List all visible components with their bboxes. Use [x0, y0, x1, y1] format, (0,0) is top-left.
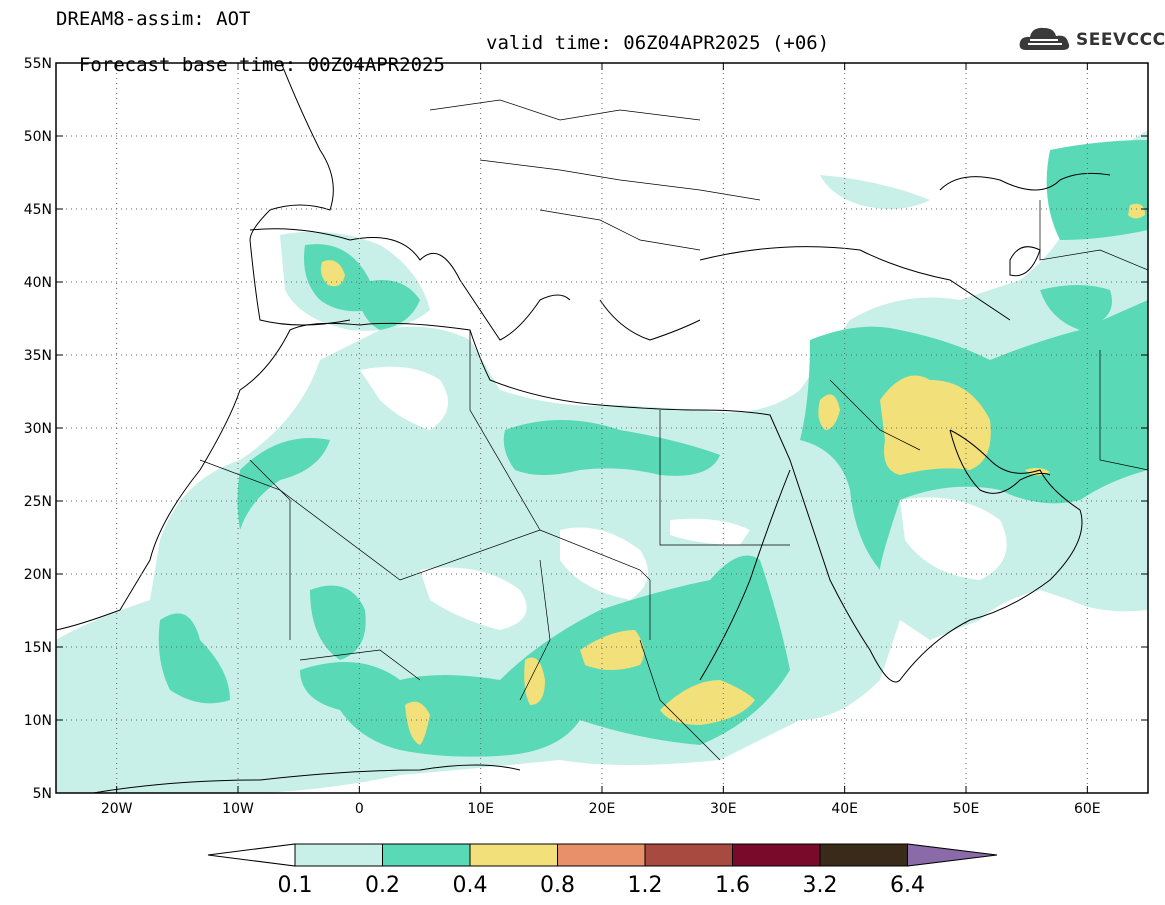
lat-label: 45N [24, 202, 52, 218]
cloud-icon [1019, 27, 1070, 50]
lat-label: 55N [24, 56, 52, 72]
lon-label: 20W [101, 801, 133, 817]
colorbar-segment [294, 843, 383, 867]
lat-label: 50N [24, 129, 52, 145]
lon-label: 10E [467, 801, 494, 817]
lat-label: 25N [24, 494, 52, 510]
lat-label: 15N [24, 640, 52, 656]
aot-level-0.2 [158, 140, 1148, 757]
colorbar: 0.1 0.2 0.4 0.8 1.2 1.6 3.2 6.4 [207, 843, 998, 898]
logo-text: SEEVCCC [1076, 30, 1165, 50]
lon-label: 20E [589, 801, 616, 817]
colorbar-label: 0.8 [540, 873, 575, 898]
colorbar-label: 0.2 [365, 873, 400, 898]
forecast-time-line: Forecast base time: 00Z04APR2025 valid t… [56, 32, 829, 98]
lat-label: 40N [24, 275, 52, 291]
colorbar-label: 6.4 [890, 873, 925, 898]
map-title: DREAM8-assim: AOT [56, 8, 251, 30]
lat-label: 30N [24, 421, 52, 437]
lon-label: 30E [710, 801, 737, 817]
seevccc-logo: SEEVCCC [1018, 22, 1165, 62]
colorbar-segment [382, 843, 471, 867]
colorbar-label: 1.6 [715, 873, 750, 898]
colorbar-label: 3.2 [803, 873, 838, 898]
aot-contours [56, 130, 1148, 793]
colorbar-segment [557, 843, 646, 867]
colorbar-label: 1.2 [628, 873, 663, 898]
colorbar-segment [207, 843, 296, 867]
axis-ticks [56, 62, 1148, 794]
colorbar-segment [907, 843, 998, 867]
colorbar-segment [732, 843, 821, 867]
lat-label: 35N [24, 348, 52, 364]
valid-time: valid time: 06Z04APR2025 (+06) [486, 32, 830, 54]
lon-label: 0 [355, 801, 364, 817]
aot-level-0.4 [320, 203, 1145, 745]
longitude-labels: 20W 10W 0 10E 20E 30E 40E 50E 60E [101, 801, 1101, 817]
latitude-labels: 55N 50N 45N 40N 35N 30N 25N 20N 15N 10N 5N [24, 56, 52, 802]
lat-label: 10N [24, 713, 52, 729]
lon-label: 10W [222, 801, 254, 817]
lat-label: 5N [33, 786, 52, 802]
lon-label: 40E [831, 801, 858, 817]
colorbar-label: 0.1 [278, 873, 313, 898]
colorbar-label: 0.4 [453, 873, 488, 898]
base-time: Forecast base time: 00Z04APR2025 [78, 54, 445, 76]
colorbar-segment [469, 843, 558, 867]
coastlines [56, 63, 1111, 793]
colorbar-segment [644, 843, 733, 867]
lon-label: 50E [953, 801, 980, 817]
lat-label: 20N [24, 567, 52, 583]
colorbar-segment [819, 843, 908, 867]
country-borders [199, 99, 1148, 761]
lon-label: 60E [1074, 801, 1101, 817]
